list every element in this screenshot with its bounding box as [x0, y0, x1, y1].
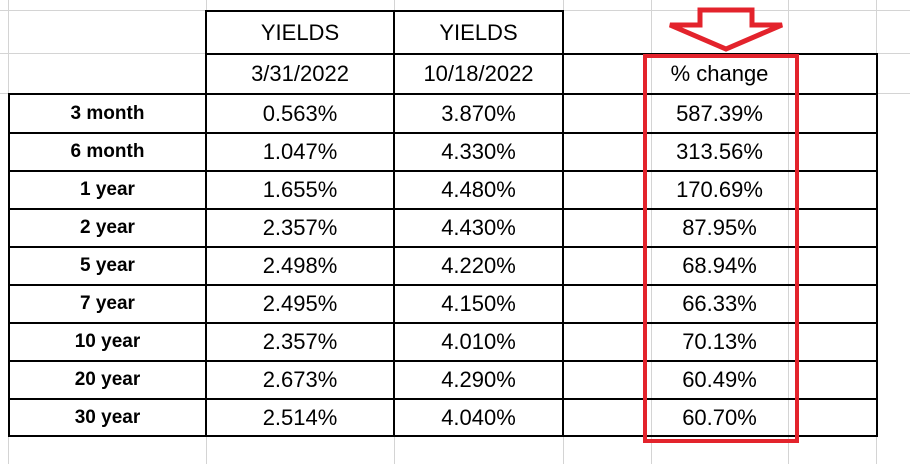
yield-cell-2[interactable]: 4.330%	[441, 139, 516, 164]
yield-cell-1[interactable]: 0.563%	[262, 101, 338, 126]
table-border	[8, 93, 878, 95]
percent-change-cell[interactable]: 60.70%	[682, 405, 757, 430]
header-yields-1[interactable]: YIELDS	[260, 20, 340, 45]
yield-cell-2[interactable]: 3.870%	[441, 101, 516, 126]
row-divider	[8, 170, 878, 172]
row-divider	[8, 322, 878, 324]
header-percent-change[interactable]: % change	[670, 61, 769, 86]
row-divider	[8, 246, 878, 248]
yield-cell-2[interactable]: 4.290%	[441, 367, 516, 392]
row-label[interactable]: 2 year	[80, 217, 135, 238]
row-label[interactable]: 6 month	[70, 141, 145, 162]
gridline	[788, 0, 789, 464]
row-divider	[8, 360, 878, 362]
header-date-1[interactable]: 3/31/2022	[251, 61, 349, 86]
row-label[interactable]: 10 year	[74, 331, 141, 352]
table-border	[205, 10, 564, 12]
row-label[interactable]: 7 year	[80, 293, 135, 314]
table-border	[205, 53, 878, 55]
yield-cell-1[interactable]: 2.514%	[262, 405, 338, 430]
row-label[interactable]: 30 year	[74, 407, 141, 428]
yield-cell-2[interactable]: 4.040%	[441, 405, 516, 430]
percent-change-cell[interactable]: 66.33%	[682, 291, 757, 316]
table-border	[562, 10, 564, 437]
row-divider	[8, 284, 878, 286]
percent-change-cell[interactable]: 60.49%	[682, 367, 757, 392]
yield-cell-1[interactable]: 1.047%	[262, 139, 338, 164]
row-divider	[8, 208, 878, 210]
table-border	[205, 10, 207, 437]
table-border	[393, 10, 395, 437]
table-border	[8, 435, 878, 437]
percent-change-cell[interactable]: 87.95%	[682, 215, 757, 240]
row-label[interactable]: 1 year	[80, 179, 135, 200]
yield-cell-2[interactable]: 4.430%	[441, 215, 516, 240]
row-label[interactable]: 3 month	[70, 103, 145, 124]
yield-cell-1[interactable]: 2.673%	[262, 367, 338, 392]
yield-cell-2[interactable]: 4.480%	[441, 177, 516, 202]
table-border	[8, 93, 10, 437]
percent-change-cell[interactable]: 70.13%	[682, 329, 757, 354]
percent-change-cell[interactable]: 68.94%	[682, 253, 757, 278]
yield-cell-2[interactable]: 4.220%	[441, 253, 516, 278]
highlight-box	[643, 54, 799, 443]
yield-cell-1[interactable]: 1.655%	[262, 177, 338, 202]
row-label[interactable]: 5 year	[80, 255, 135, 276]
gridline	[651, 0, 652, 464]
row-divider	[8, 398, 878, 400]
yield-cell-1[interactable]: 2.357%	[262, 215, 338, 240]
percent-change-cell[interactable]: 313.56%	[676, 139, 763, 164]
header-yields-2[interactable]: YIELDS	[439, 20, 518, 45]
yield-cell-2[interactable]: 4.010%	[441, 329, 516, 354]
percent-change-cell[interactable]: 170.69%	[676, 177, 763, 202]
yield-cell-2[interactable]: 4.150%	[441, 291, 516, 316]
yield-cell-1[interactable]: 2.498%	[262, 253, 338, 278]
yield-cell-1[interactable]: 2.495%	[262, 291, 338, 316]
row-divider	[8, 132, 878, 134]
down-arrow-outline-icon	[669, 7, 783, 52]
percent-change-cell[interactable]: 587.39%	[676, 101, 763, 126]
row-label[interactable]: 20 year	[74, 369, 141, 390]
yield-cell-1[interactable]: 2.357%	[262, 329, 338, 354]
header-date-2[interactable]: 10/18/2022	[423, 61, 534, 86]
table-border	[876, 53, 878, 437]
